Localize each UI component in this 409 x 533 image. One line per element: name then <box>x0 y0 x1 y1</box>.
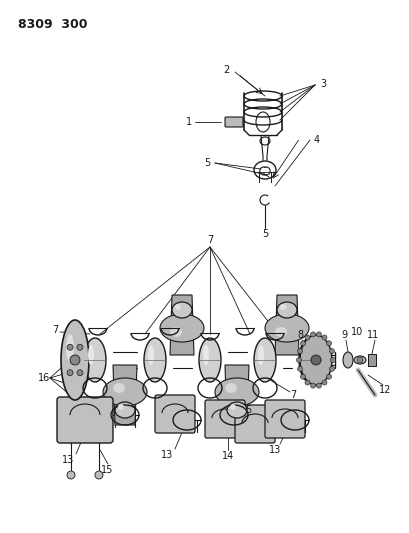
Ellipse shape <box>229 404 236 410</box>
Ellipse shape <box>302 345 308 365</box>
Circle shape <box>67 370 73 376</box>
Ellipse shape <box>115 402 135 418</box>
Circle shape <box>326 374 331 379</box>
Circle shape <box>304 335 309 340</box>
Ellipse shape <box>66 334 74 362</box>
Circle shape <box>310 355 320 365</box>
Bar <box>367 354 375 366</box>
Text: 9: 9 <box>340 330 346 340</box>
Circle shape <box>297 349 302 353</box>
Text: 2: 2 <box>223 65 229 75</box>
Text: 7: 7 <box>289 390 296 400</box>
Polygon shape <box>274 295 298 355</box>
FancyBboxPatch shape <box>225 117 243 127</box>
Text: 14: 14 <box>221 451 234 461</box>
Ellipse shape <box>103 378 147 406</box>
Ellipse shape <box>148 345 154 365</box>
Text: 5: 5 <box>261 229 267 239</box>
Text: 12: 12 <box>378 385 390 395</box>
Circle shape <box>77 370 83 376</box>
Ellipse shape <box>342 352 352 368</box>
Circle shape <box>70 355 80 365</box>
Ellipse shape <box>254 338 275 382</box>
Circle shape <box>300 374 305 379</box>
Ellipse shape <box>225 383 236 393</box>
Text: 11: 11 <box>366 330 378 340</box>
Ellipse shape <box>257 345 263 365</box>
Ellipse shape <box>88 345 94 365</box>
Circle shape <box>329 349 334 353</box>
Ellipse shape <box>214 378 258 406</box>
Ellipse shape <box>227 402 246 418</box>
Ellipse shape <box>202 345 209 365</box>
Circle shape <box>316 332 321 337</box>
FancyBboxPatch shape <box>57 397 113 443</box>
Circle shape <box>321 380 326 385</box>
Polygon shape <box>170 295 193 355</box>
Circle shape <box>321 335 326 340</box>
Text: 15: 15 <box>101 465 113 475</box>
Ellipse shape <box>175 304 180 310</box>
Ellipse shape <box>160 314 204 342</box>
Circle shape <box>304 380 309 385</box>
Ellipse shape <box>118 404 124 410</box>
Ellipse shape <box>276 302 296 318</box>
Ellipse shape <box>113 383 125 393</box>
Text: 10: 10 <box>350 327 362 337</box>
Text: 13: 13 <box>160 450 173 460</box>
Polygon shape <box>225 365 248 425</box>
Polygon shape <box>113 365 137 425</box>
FancyBboxPatch shape <box>155 395 195 433</box>
Ellipse shape <box>353 356 365 364</box>
Ellipse shape <box>264 314 308 342</box>
Circle shape <box>326 341 331 346</box>
Text: 3: 3 <box>319 79 325 89</box>
Circle shape <box>67 471 75 479</box>
Ellipse shape <box>299 335 331 385</box>
Ellipse shape <box>144 338 166 382</box>
Ellipse shape <box>198 338 220 382</box>
Text: 7: 7 <box>207 235 213 245</box>
Text: 4: 4 <box>313 135 319 145</box>
Circle shape <box>310 332 315 337</box>
Circle shape <box>330 358 335 362</box>
Ellipse shape <box>279 304 285 310</box>
Circle shape <box>329 366 334 372</box>
Text: 8309  300: 8309 300 <box>18 18 87 31</box>
Ellipse shape <box>170 327 182 337</box>
Circle shape <box>297 366 302 372</box>
Text: 5: 5 <box>203 158 209 168</box>
FancyBboxPatch shape <box>204 400 245 438</box>
Circle shape <box>77 344 83 350</box>
Ellipse shape <box>172 302 191 318</box>
FancyBboxPatch shape <box>234 405 274 443</box>
Ellipse shape <box>274 327 286 337</box>
Ellipse shape <box>61 320 89 400</box>
Text: 13: 13 <box>268 445 281 455</box>
Circle shape <box>67 344 73 350</box>
Text: 8: 8 <box>296 330 302 340</box>
Ellipse shape <box>298 338 320 382</box>
Text: 1: 1 <box>185 117 191 127</box>
Text: 16: 16 <box>38 373 50 383</box>
Circle shape <box>300 341 305 346</box>
Text: 7: 7 <box>52 325 58 335</box>
Circle shape <box>310 383 315 388</box>
Circle shape <box>356 357 362 363</box>
Text: 17: 17 <box>62 353 74 363</box>
Circle shape <box>316 383 321 388</box>
Ellipse shape <box>84 338 106 382</box>
Circle shape <box>296 358 301 362</box>
FancyBboxPatch shape <box>264 400 304 438</box>
Circle shape <box>95 471 103 479</box>
Text: 13: 13 <box>62 455 74 465</box>
Text: 5: 5 <box>244 405 250 415</box>
